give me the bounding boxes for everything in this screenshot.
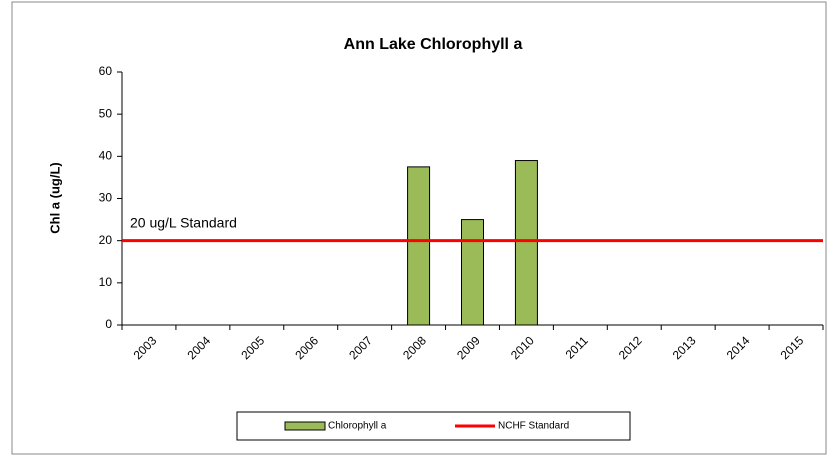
- y-tick-label: 20: [99, 233, 113, 247]
- annotation: 20 ug/L Standard: [130, 215, 237, 231]
- y-tick-label: 30: [99, 191, 113, 205]
- chart-title: Ann Lake Chlorophyll a: [344, 36, 523, 53]
- legend-label: Chlorophyll a: [328, 421, 387, 432]
- y-tick-label: 50: [99, 106, 113, 120]
- y-axis-label: Chl a (ug/L): [47, 162, 62, 234]
- bar: [407, 166, 431, 326]
- bar: [514, 160, 538, 326]
- y-tick-label: 0: [105, 317, 112, 331]
- legend-label: NCHF Standard: [498, 421, 569, 432]
- y-tick-label: 60: [99, 64, 113, 78]
- legend-swatch: [284, 421, 326, 431]
- y-tick-label: 40: [99, 149, 113, 163]
- y-tick-label: 10: [99, 275, 113, 289]
- bar: [461, 219, 484, 326]
